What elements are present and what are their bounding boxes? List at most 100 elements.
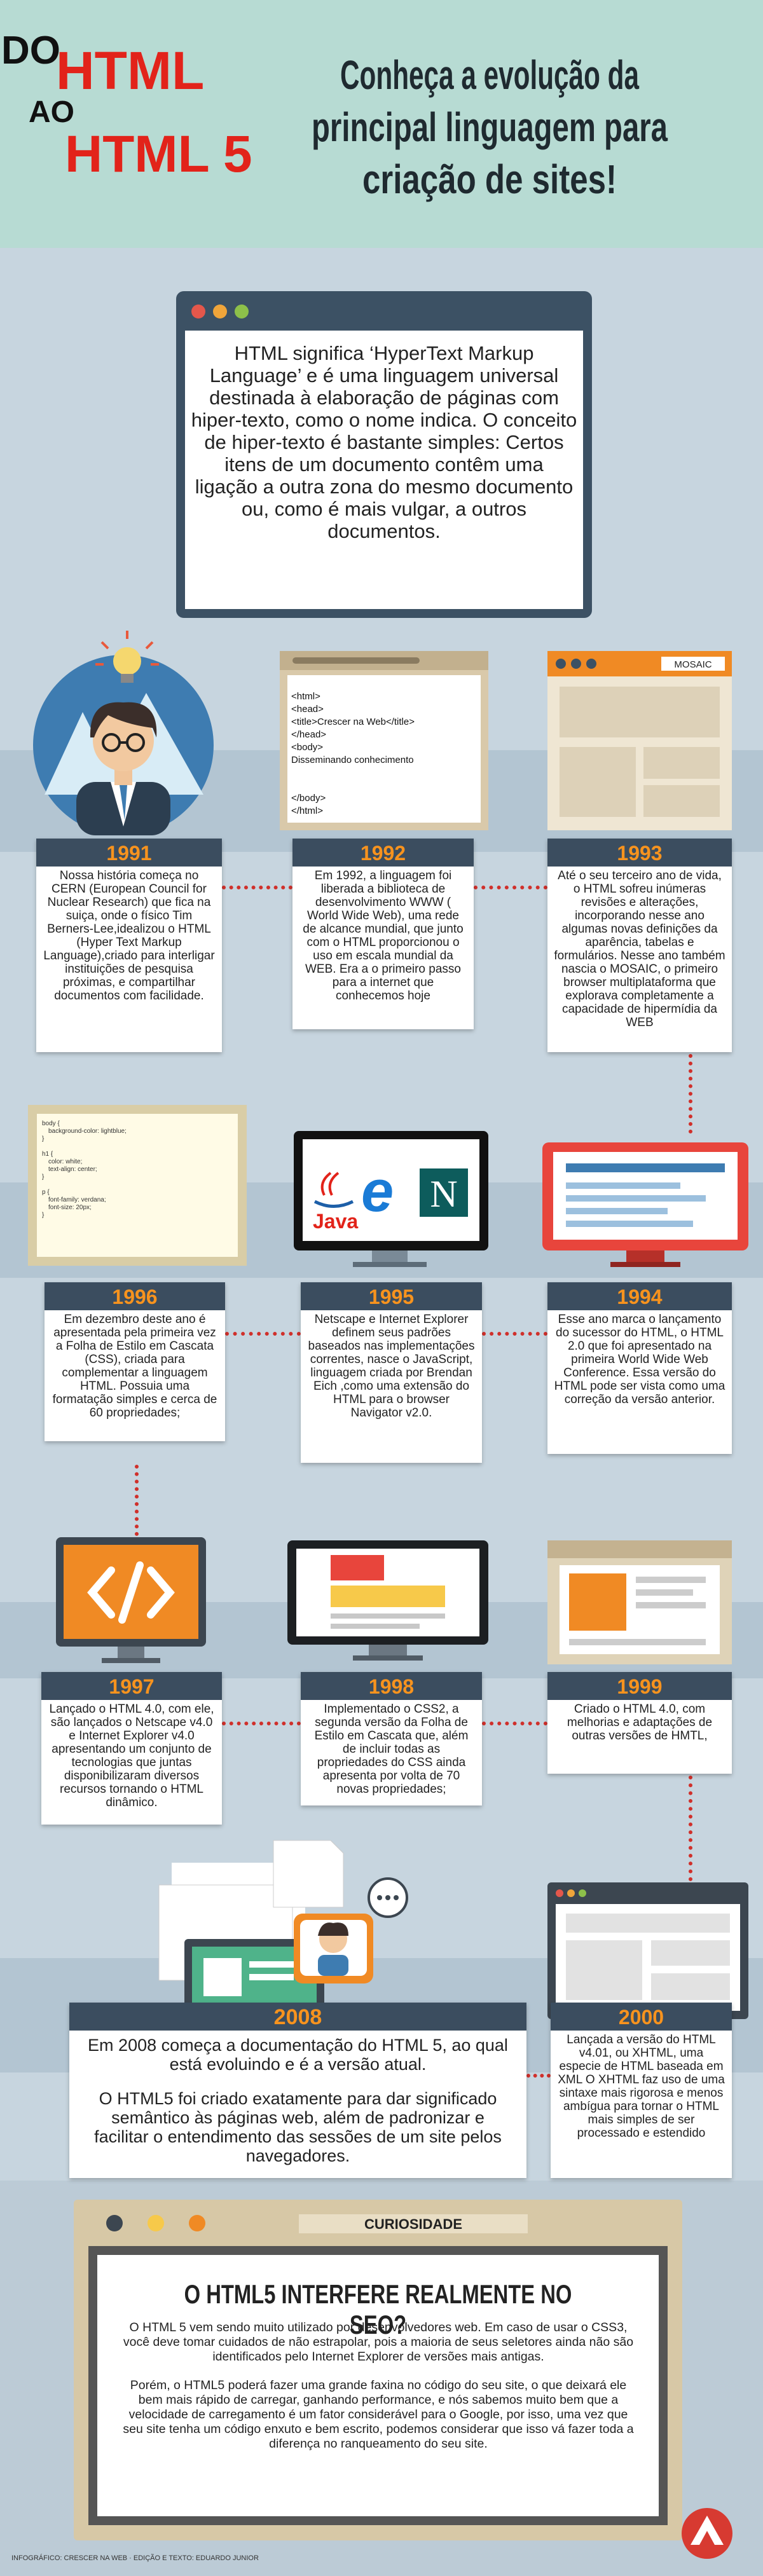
illustration-1993-shape: [643, 747, 720, 779]
connector: [222, 886, 292, 889]
illustration-2008-shape: [203, 1958, 242, 1996]
illustration-1997-shape: [87, 1561, 175, 1624]
curiosity-frame: CURIOSIDADE: [74, 2200, 682, 2540]
card-body: Lançado o HTML 4.0, com ele, são lançado…: [41, 1700, 222, 1817]
illustration-1994-shape: [566, 1208, 668, 1214]
connector: [482, 1332, 547, 1336]
illustration-1995-shape: [420, 1168, 468, 1217]
curiosity-frame-shape: [106, 2215, 123, 2231]
timeline-card: 1994 Esse ano marca o lançamento do suces…: [547, 1282, 732, 1454]
card-text: Lançado o HTML 4.0, com ele, são lançado…: [49, 1702, 214, 1809]
year: 1996: [45, 1282, 225, 1310]
card-body: Em 1992, a linguagem foi liberada a bibl…: [292, 867, 474, 1010]
illustration-1996-shape: [37, 1114, 238, 1257]
intro-window: [176, 291, 592, 618]
code-line: body {: [42, 1120, 60, 1127]
year: 1992: [292, 839, 474, 867]
intro-window-shape: [185, 331, 583, 609]
curiosity-frame-shape: [148, 2215, 164, 2231]
connector: [482, 1722, 547, 1725]
title-line: Conheça a evolução da: [340, 52, 639, 98]
illustration-1998-shape: [331, 1613, 445, 1619]
timeline-card: 1996 Em dezembro deste ano é apresentada …: [45, 1282, 225, 1441]
connector: [225, 1332, 301, 1336]
mosaic-label: MOSAIC: [674, 659, 711, 670]
code-1992: <html> <head> <title>Crescer na Web</tit…: [291, 691, 415, 816]
connector: [689, 1776, 692, 1881]
year: 1993: [547, 839, 732, 867]
code-line: Disseminando conhecimento: [291, 755, 414, 765]
timeline-card: 1991 Nossa história começa no CERN (Europ…: [36, 839, 222, 1052]
intro-window-shape: [213, 305, 227, 319]
footer-credits: INFOGRÁFICO: CRESCER NA WEB · EDIÇÃO E T…: [11, 2554, 259, 2562]
curiosity-frame-shape: [189, 2215, 205, 2231]
title-line: criação de sites!: [362, 156, 617, 202]
illustration-1997: [56, 1537, 206, 1663]
intro-text: HTML significa ‘HyperText Markup Languag…: [191, 342, 577, 542]
illustration-1998-shape: [331, 1555, 384, 1580]
card-body: Até o seu terceiro ano de vida, o HTML s…: [547, 867, 732, 1037]
illustration-1994-shape: [626, 1250, 664, 1262]
code-line: color: white;: [48, 1158, 82, 1165]
card-text: Lançada a versão do HTML v4.01, ou XHTML…: [558, 2033, 725, 2140]
illustration-1995-shape: [372, 1250, 408, 1262]
code-line: </head>: [291, 729, 326, 740]
illustration-2008-shape: [273, 1840, 344, 1908]
card-body: Em 2008 começa a documentação do HTML 5,…: [69, 2031, 526, 2178]
illustration-2000-shape: [556, 1889, 563, 1897]
card-text: Netscape e Internet Explorer definem seu…: [308, 1313, 475, 1420]
illustration-2000-shape: [651, 1973, 730, 2000]
timeline-card: 2000 Lançada a versão do HTML v4.01, ou X…: [551, 2003, 732, 2178]
illustration-2000-shape: [566, 1914, 730, 1933]
java-logo: Java: [313, 1210, 358, 1233]
illustration-1998-shape: [353, 1655, 423, 1661]
illustration-1999: [547, 1540, 732, 1664]
title-line: principal linguagem para: [312, 104, 668, 150]
card-text: Nossa história começa no CERN (European …: [43, 869, 215, 1003]
ie-logo: e: [361, 1159, 394, 1224]
code-line: </html>: [291, 805, 323, 816]
netscape-logo: N: [430, 1173, 457, 1215]
illustration-2008-shape: [318, 1955, 348, 1976]
intro-window-shape: [191, 305, 205, 319]
illustration-1993-shape: [560, 687, 720, 737]
year: 2000: [551, 2003, 732, 2031]
illustration-1995-shape: [353, 1262, 427, 1267]
illustration-1992: <html> <head> <title>Crescer na Web</tit…: [280, 651, 488, 830]
connector: [222, 1722, 301, 1725]
card-text: Implementado o CSS2, a segunda versão da…: [314, 1702, 469, 1796]
illustration-2008-shape: [318, 1922, 348, 1936]
illustration-1999-shape: [547, 1540, 732, 1558]
illustration-1995-shape: [313, 1200, 354, 1208]
code-line: <title>Crescer na Web</title>: [291, 716, 415, 727]
illustration-1999-shape: [636, 1577, 706, 1583]
card-text: Até o seu terceiro ano de vida, o HTML s…: [554, 869, 725, 1029]
illustration-1997-shape: [102, 1658, 160, 1663]
year: 1999: [547, 1672, 732, 1700]
illustration-2000-shape: [566, 1940, 642, 2000]
card-text: Esse ano marca o lançamento do sucessor …: [554, 1313, 725, 1406]
footer-logo: [682, 2508, 732, 2559]
code-line: }: [42, 1135, 45, 1142]
illustration-1999-shape: [569, 1573, 626, 1631]
illustration-1995: Java e N: [294, 1131, 488, 1267]
timeline-card: 1997 Lançado o HTML 4.0, com ele, são lan…: [41, 1672, 222, 1825]
year: 1998: [301, 1672, 482, 1700]
illustration-1991-shape: [113, 647, 141, 675]
curiosity-frame-shape: [88, 2246, 668, 2525]
year: 1991: [36, 839, 222, 867]
card-body: Lançada a versão do HTML v4.01, ou XHTML…: [551, 2031, 732, 2148]
timeline-card: 1995 Netscape e Internet Explorer definem…: [301, 1282, 482, 1463]
timeline-card: 1993 Até o seu terceiro ano de vida, o HT…: [547, 839, 732, 1052]
code-line: <head>: [291, 704, 324, 715]
illustration-1993-shape: [556, 659, 566, 669]
footer-logo-shape: [691, 2516, 724, 2545]
logo-do: DO: [1, 29, 60, 72]
curiosity-title: O HTML5 INTERFERE REALMENTE NO SEO?: [184, 2279, 572, 2340]
illustration-1991-shape: [120, 785, 127, 820]
footer-logo-shape: [682, 2508, 732, 2559]
card-text: Em 2008 começa a documentação do HTML 5,…: [88, 2036, 508, 2074]
year: 2008: [69, 2003, 526, 2031]
illustration-2008-shape: [249, 1974, 294, 1980]
connector: [526, 2074, 551, 2078]
